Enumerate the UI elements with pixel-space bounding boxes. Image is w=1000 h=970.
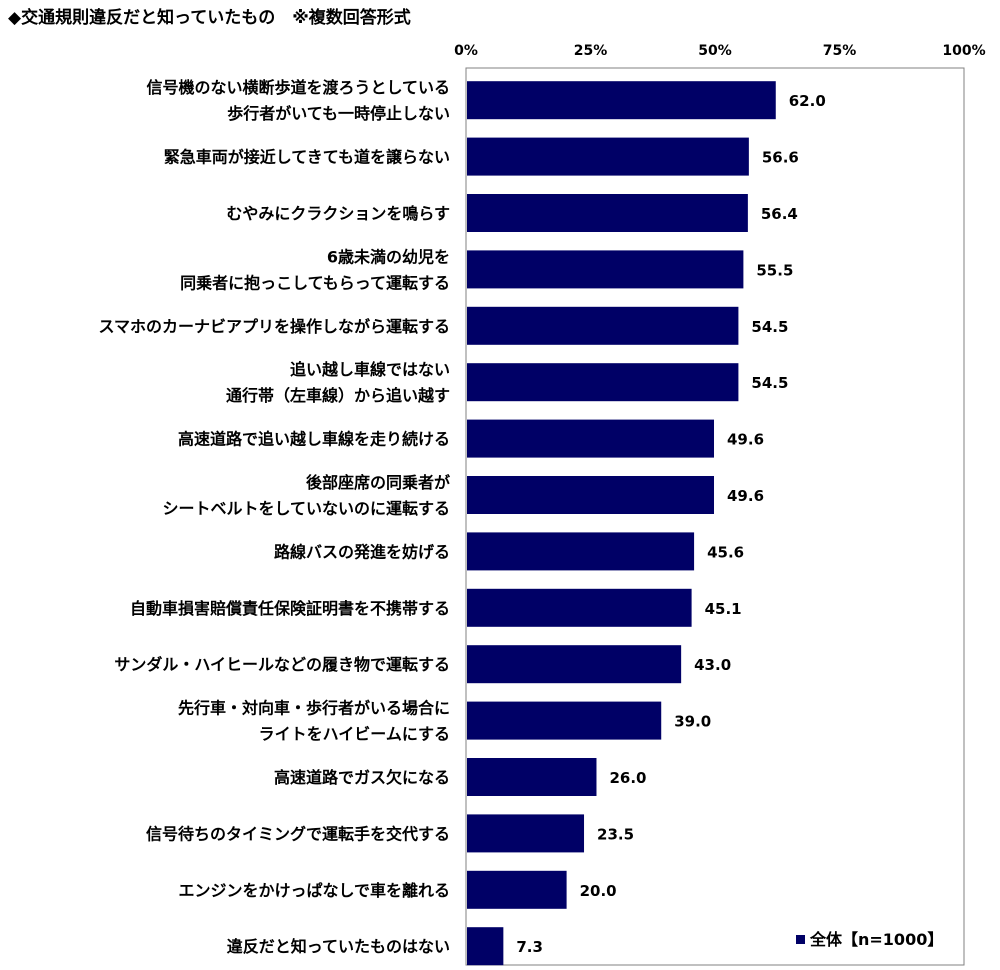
bars: [467, 81, 776, 966]
category-label: 6歳未満の幼児を: [327, 247, 450, 266]
category-label: 同乗者に抱っこしてもらって運転する: [180, 273, 450, 292]
category-label: 歩行者がいても一時停止しない: [227, 104, 450, 123]
bar: [467, 758, 597, 796]
legend-swatch: [796, 935, 805, 944]
bar: [467, 645, 682, 684]
bar-value-label: 49.6: [727, 431, 764, 449]
bar-value-label: 54.5: [751, 374, 788, 392]
bar: [467, 588, 692, 627]
x-tick-label: 25%: [574, 43, 608, 59]
chart-title: ◆交通規則違反だと知っていたもの ※複数回答形式: [8, 7, 411, 28]
category-label: 追い越し車線ではない: [290, 360, 450, 379]
category-label: 通行帯（左車線）から追い越す: [226, 386, 450, 405]
category-label: 後部座席の同乗者が: [306, 473, 450, 492]
category-label: むやみにクラクションを鳴らす: [226, 204, 450, 223]
bar-value-label: 23.5: [597, 825, 634, 843]
bar-value-label: 55.5: [756, 261, 793, 279]
category-label: スマホのカーナビアプリを操作しながら運転する: [98, 317, 450, 336]
bar: [467, 532, 695, 571]
category-label: 違反だと知っていたものはない: [227, 937, 450, 956]
bar: [467, 476, 715, 514]
category-label: 高速道路で追い越し車線を走り続ける: [178, 430, 450, 449]
category-label: エンジンをかけっぱなしで車を離れる: [178, 881, 450, 900]
legend: 全体【n=1000】: [796, 930, 943, 949]
x-tick-label: 75%: [823, 43, 857, 59]
category-label: 信号機のない横断歩道を渡ろうとしている: [146, 78, 450, 97]
x-axis-ticks: 0% 25% 50% 75% 100%: [454, 43, 986, 59]
bar-value-label: 7.3: [516, 938, 543, 956]
bar: [467, 814, 585, 853]
plot-area-frame: [465, 67, 965, 966]
bar: [467, 701, 662, 740]
bar: [467, 81, 776, 120]
legend-label: 全体【n=1000】: [809, 930, 943, 949]
bar-value-label: 43.0: [694, 656, 731, 674]
bar-value-label: 39.0: [674, 713, 711, 731]
category-label: 高速道路でガス欠になる: [274, 768, 450, 787]
bar: [467, 870, 567, 909]
bar-value-label: 49.6: [727, 487, 764, 505]
category-label: サンダル・ハイヒールなどの履き物で運転する: [114, 655, 450, 674]
bar: [467, 306, 739, 345]
bar: [467, 927, 504, 966]
category-label: 信号待ちのタイミングで運転手を交代する: [146, 824, 450, 843]
bar: [467, 250, 744, 289]
bar-value-label: 56.4: [761, 205, 798, 223]
bar: [467, 194, 748, 232]
bar: [467, 137, 749, 176]
category-label: ライトをハイビームにする: [259, 725, 450, 744]
category-label: シートベルトをしていないのに運転する: [162, 499, 450, 518]
value-labels: 62.0 56.6 56.4 55.5 54.5 54.5 49.6 49.6 45.6 45.1…: [516, 92, 825, 956]
bar-value-label: 20.0: [580, 882, 617, 900]
category-label: 自動車損害賠償責任保険証明書を不携帯する: [130, 599, 450, 618]
x-tick-label: 100%: [942, 43, 985, 59]
x-tick-label: 50%: [698, 43, 732, 59]
bar-value-label: 56.6: [762, 149, 799, 167]
category-labels: 信号機のない横断歩道を渡ろうとしている歩行者がいても一時停止しない緊急車両が接近…: [98, 78, 450, 956]
category-label: 緊急車両が接近してきても道を譲らない: [164, 148, 450, 167]
bar: [467, 363, 739, 402]
bar-value-label: 54.5: [751, 318, 788, 336]
x-tick-label: 0%: [454, 43, 478, 59]
bar-value-label: 26.0: [609, 769, 646, 787]
bar: [467, 419, 715, 458]
bar-value-label: 45.1: [705, 600, 742, 618]
bar-value-label: 62.0: [789, 92, 826, 110]
category-label: 先行車・対向車・歩行者がいる場合に: [178, 699, 450, 718]
category-label: 路線バスの発進を妨げる: [274, 542, 450, 561]
bar-value-label: 45.6: [707, 543, 744, 561]
